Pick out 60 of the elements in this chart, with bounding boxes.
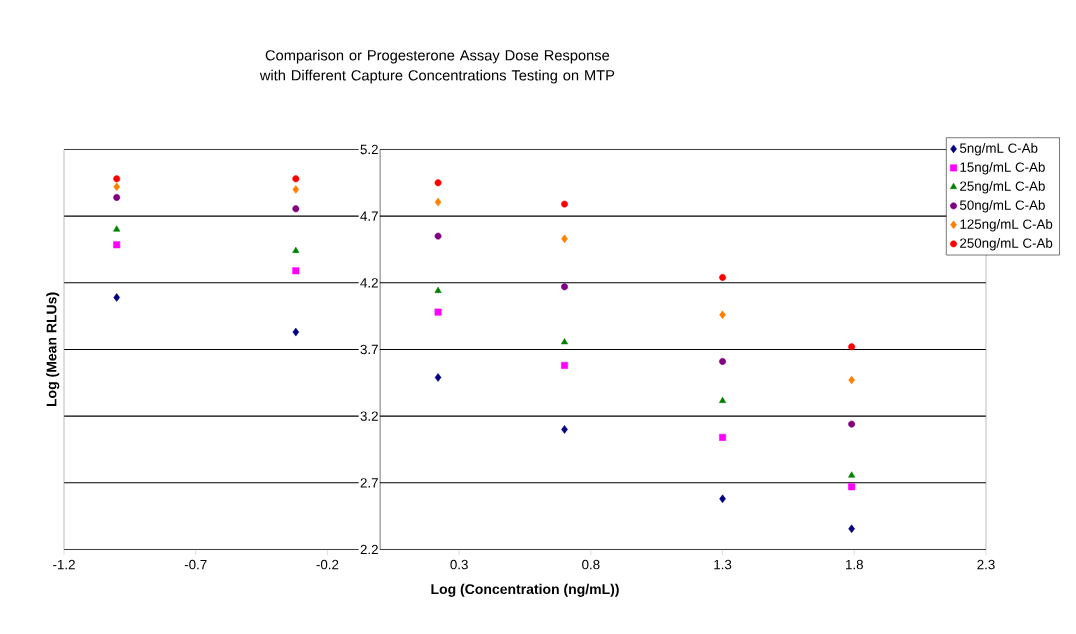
point bbox=[434, 197, 442, 207]
point bbox=[561, 200, 568, 208]
y-tick-label: 3.2 bbox=[360, 411, 378, 421]
point bbox=[434, 308, 442, 316]
x-tick-label: -1.2 bbox=[53, 559, 75, 570]
point bbox=[434, 232, 442, 240]
point bbox=[292, 185, 300, 194]
point bbox=[848, 524, 855, 534]
legend-label: 25ng/mL C-Ab bbox=[960, 181, 1045, 194]
point bbox=[848, 420, 856, 428]
point bbox=[848, 483, 856, 491]
point bbox=[561, 425, 568, 434]
y-tick-label: 3.7 bbox=[360, 344, 378, 355]
point bbox=[848, 343, 856, 351]
x-tick-label: -0.2 bbox=[316, 559, 339, 570]
legend-label: 125ng/mL C-Ab bbox=[960, 219, 1053, 232]
chart-title: Comparison or Progesterone Assay Dose Response with Different Capture Concentrations Testing on MTP bbox=[259, 49, 615, 84]
x-tick-label: 0.3 bbox=[450, 559, 468, 570]
legend-label: 15ng/mL C-Ab bbox=[960, 162, 1045, 175]
point bbox=[292, 267, 300, 275]
point bbox=[434, 286, 442, 293]
point bbox=[434, 179, 442, 187]
x-tick-label: 1.3 bbox=[714, 559, 732, 570]
point bbox=[292, 246, 300, 253]
point bbox=[292, 205, 300, 213]
point bbox=[719, 433, 727, 441]
x-axis-title: Log (Concentration (ng/mL)) bbox=[431, 583, 619, 597]
point bbox=[848, 375, 855, 385]
point bbox=[434, 373, 442, 382]
legend-label: 5ng/mL C-Ab bbox=[959, 143, 1038, 156]
point bbox=[113, 241, 121, 249]
legend-label: 50ng/mL C-Ab bbox=[959, 200, 1045, 213]
x-tick-label: -0.7 bbox=[184, 559, 207, 570]
point bbox=[113, 175, 121, 183]
point bbox=[113, 193, 121, 201]
point bbox=[113, 293, 120, 302]
point bbox=[561, 338, 569, 345]
point bbox=[292, 175, 300, 183]
y-tick-label: 5.2 bbox=[360, 144, 378, 155]
y-tick-label: 4.7 bbox=[360, 211, 378, 221]
point bbox=[848, 471, 856, 478]
point bbox=[561, 361, 568, 369]
y-tick-label: 2.2 bbox=[360, 544, 378, 555]
point bbox=[292, 327, 300, 337]
x-tick-label: 0.8 bbox=[582, 559, 600, 570]
point bbox=[719, 310, 726, 320]
point bbox=[719, 396, 727, 403]
y-tick-label: 2.7 bbox=[360, 478, 378, 488]
point bbox=[561, 234, 568, 244]
x-tick-label: 2.3 bbox=[977, 559, 995, 570]
point bbox=[719, 357, 727, 365]
x-tick-label: 1.8 bbox=[846, 559, 863, 570]
point bbox=[719, 273, 727, 281]
point bbox=[719, 494, 726, 504]
y-axis-title: Log (Mean RLUs) bbox=[46, 292, 60, 407]
y-tick-label: 4.2 bbox=[360, 278, 378, 288]
legend-label: 250ng/mL C-Ab bbox=[960, 238, 1053, 251]
point bbox=[113, 225, 121, 232]
point bbox=[561, 283, 568, 291]
point bbox=[113, 182, 120, 192]
